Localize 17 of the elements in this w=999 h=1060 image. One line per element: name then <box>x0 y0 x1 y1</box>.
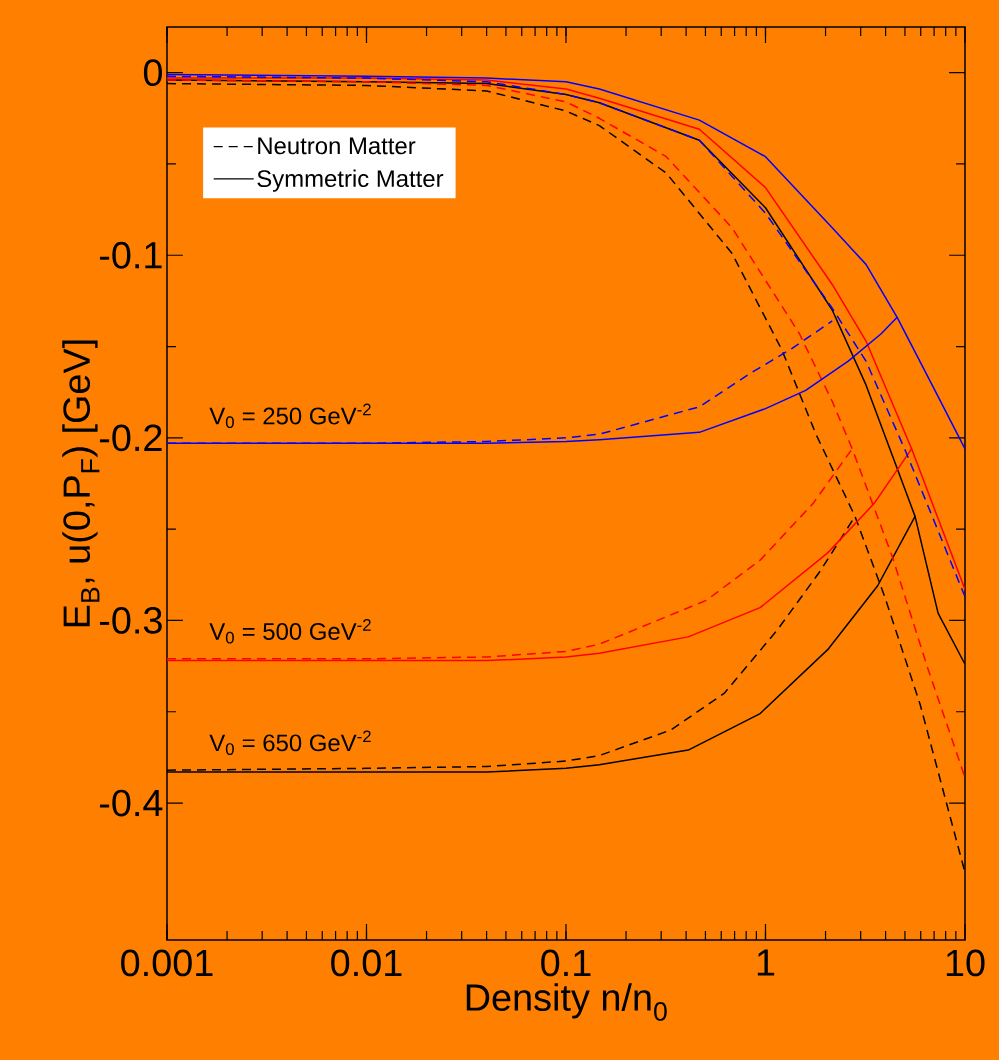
y-tick-label: -0.1 <box>99 241 162 269</box>
x-axis-title: Density n/n$_{0}$ <box>466 983 667 1021</box>
x-tick-label: 0.001 <box>121 949 213 977</box>
legend-label: Symmetric Matter <box>257 169 444 192</box>
y-tick-label: -0.2 <box>99 424 162 452</box>
annotation: V$_{0}$ = 500 GeV$^{-2}$ <box>209 619 371 644</box>
y-tick-label: 0 <box>143 59 162 87</box>
y-tick-label: -0.4 <box>99 789 163 817</box>
x-tick-label: 10 <box>946 949 985 977</box>
annotation: V$_{0}$ = 250 GeV$^{-2}$ <box>209 403 371 429</box>
y-axis-title: E$_{B}$, u(0,P$_{F}$) [GeV] <box>62 340 100 627</box>
legend-label: Neutron Matter <box>258 137 416 155</box>
x-tick-label: 1 <box>757 949 775 976</box>
x-tick-label: 0.1 <box>541 949 591 977</box>
y-tick-label: -0.3 <box>99 607 162 634</box>
x-tick-label: 0.01 <box>331 949 402 977</box>
annotation: V$_{0}$ = 650 GeV$^{-2}$ <box>209 730 371 755</box>
